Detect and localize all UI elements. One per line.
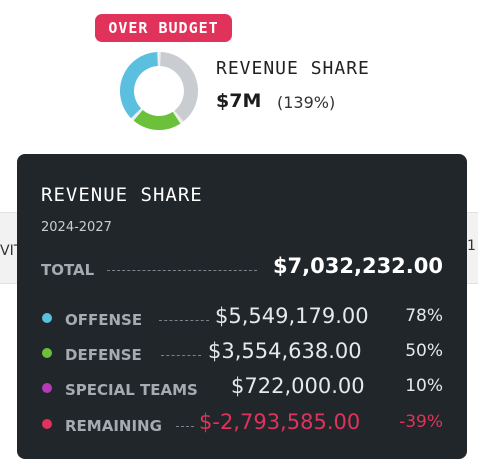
remaining-label: REMAINING xyxy=(65,417,162,435)
remaining-dot xyxy=(42,419,52,429)
defense-leader xyxy=(161,355,201,356)
remaining-percent: -39% xyxy=(399,412,443,432)
total-row: TOTAL $7,032,232.00 xyxy=(41,254,443,280)
offense-amount: $5,549,179.00 xyxy=(215,304,369,328)
defense-percent: 50% xyxy=(405,341,443,361)
defense-dot xyxy=(42,348,52,358)
special-teams-label: SPECIAL TEAMS xyxy=(65,381,198,399)
breakdown-row-offense: OFFENSE $5,549,179.00 78% xyxy=(41,304,443,330)
over-budget-badge: OVER BUDGET xyxy=(95,14,232,42)
revenue-share-tooltip: REVENUE SHARE 2024-2027 TOTAL $7,032,232… xyxy=(17,154,467,459)
offense-leader xyxy=(159,320,209,321)
offense-dot xyxy=(42,313,52,323)
tooltip-title: REVENUE SHARE xyxy=(41,184,203,206)
total-amount: $7,032,232.00 xyxy=(272,254,443,278)
breakdown-row-special-teams: SPECIAL TEAMS $722,000.00 10% xyxy=(41,374,443,400)
revenue-share-donut-chart xyxy=(120,52,198,130)
defense-amount: $3,554,638.00 xyxy=(208,339,362,363)
breakdown-row-remaining: REMAINING $-2,793,585.00 -39% xyxy=(41,410,443,436)
total-leader xyxy=(107,270,257,271)
special-teams-amount: $722,000.00 xyxy=(231,374,365,398)
breakdown-row-defense: DEFENSE $3,554,638.00 50% xyxy=(41,339,443,365)
special-teams-percent: 10% xyxy=(405,376,443,396)
special-teams-dot xyxy=(42,383,52,393)
summary-value: $7M xyxy=(216,90,262,112)
background-row-text-right: 1 xyxy=(467,238,476,254)
summary-percent: (139%) xyxy=(277,93,336,112)
summary-title: REVENUE SHARE xyxy=(216,58,370,79)
donut-segment-blue xyxy=(120,52,159,119)
remaining-leader xyxy=(176,426,194,427)
total-label: TOTAL xyxy=(41,261,95,279)
tooltip-period: 2024-2027 xyxy=(41,220,112,235)
background-row-text-left: VIT xyxy=(0,243,23,259)
offense-percent: 78% xyxy=(405,306,443,326)
donut-segment-gray xyxy=(159,52,198,122)
donut-segment-green xyxy=(133,109,181,130)
offense-label: OFFENSE xyxy=(65,311,143,329)
remaining-amount: $-2,793,585.00 xyxy=(199,410,361,434)
defense-label: DEFENSE xyxy=(65,346,142,364)
